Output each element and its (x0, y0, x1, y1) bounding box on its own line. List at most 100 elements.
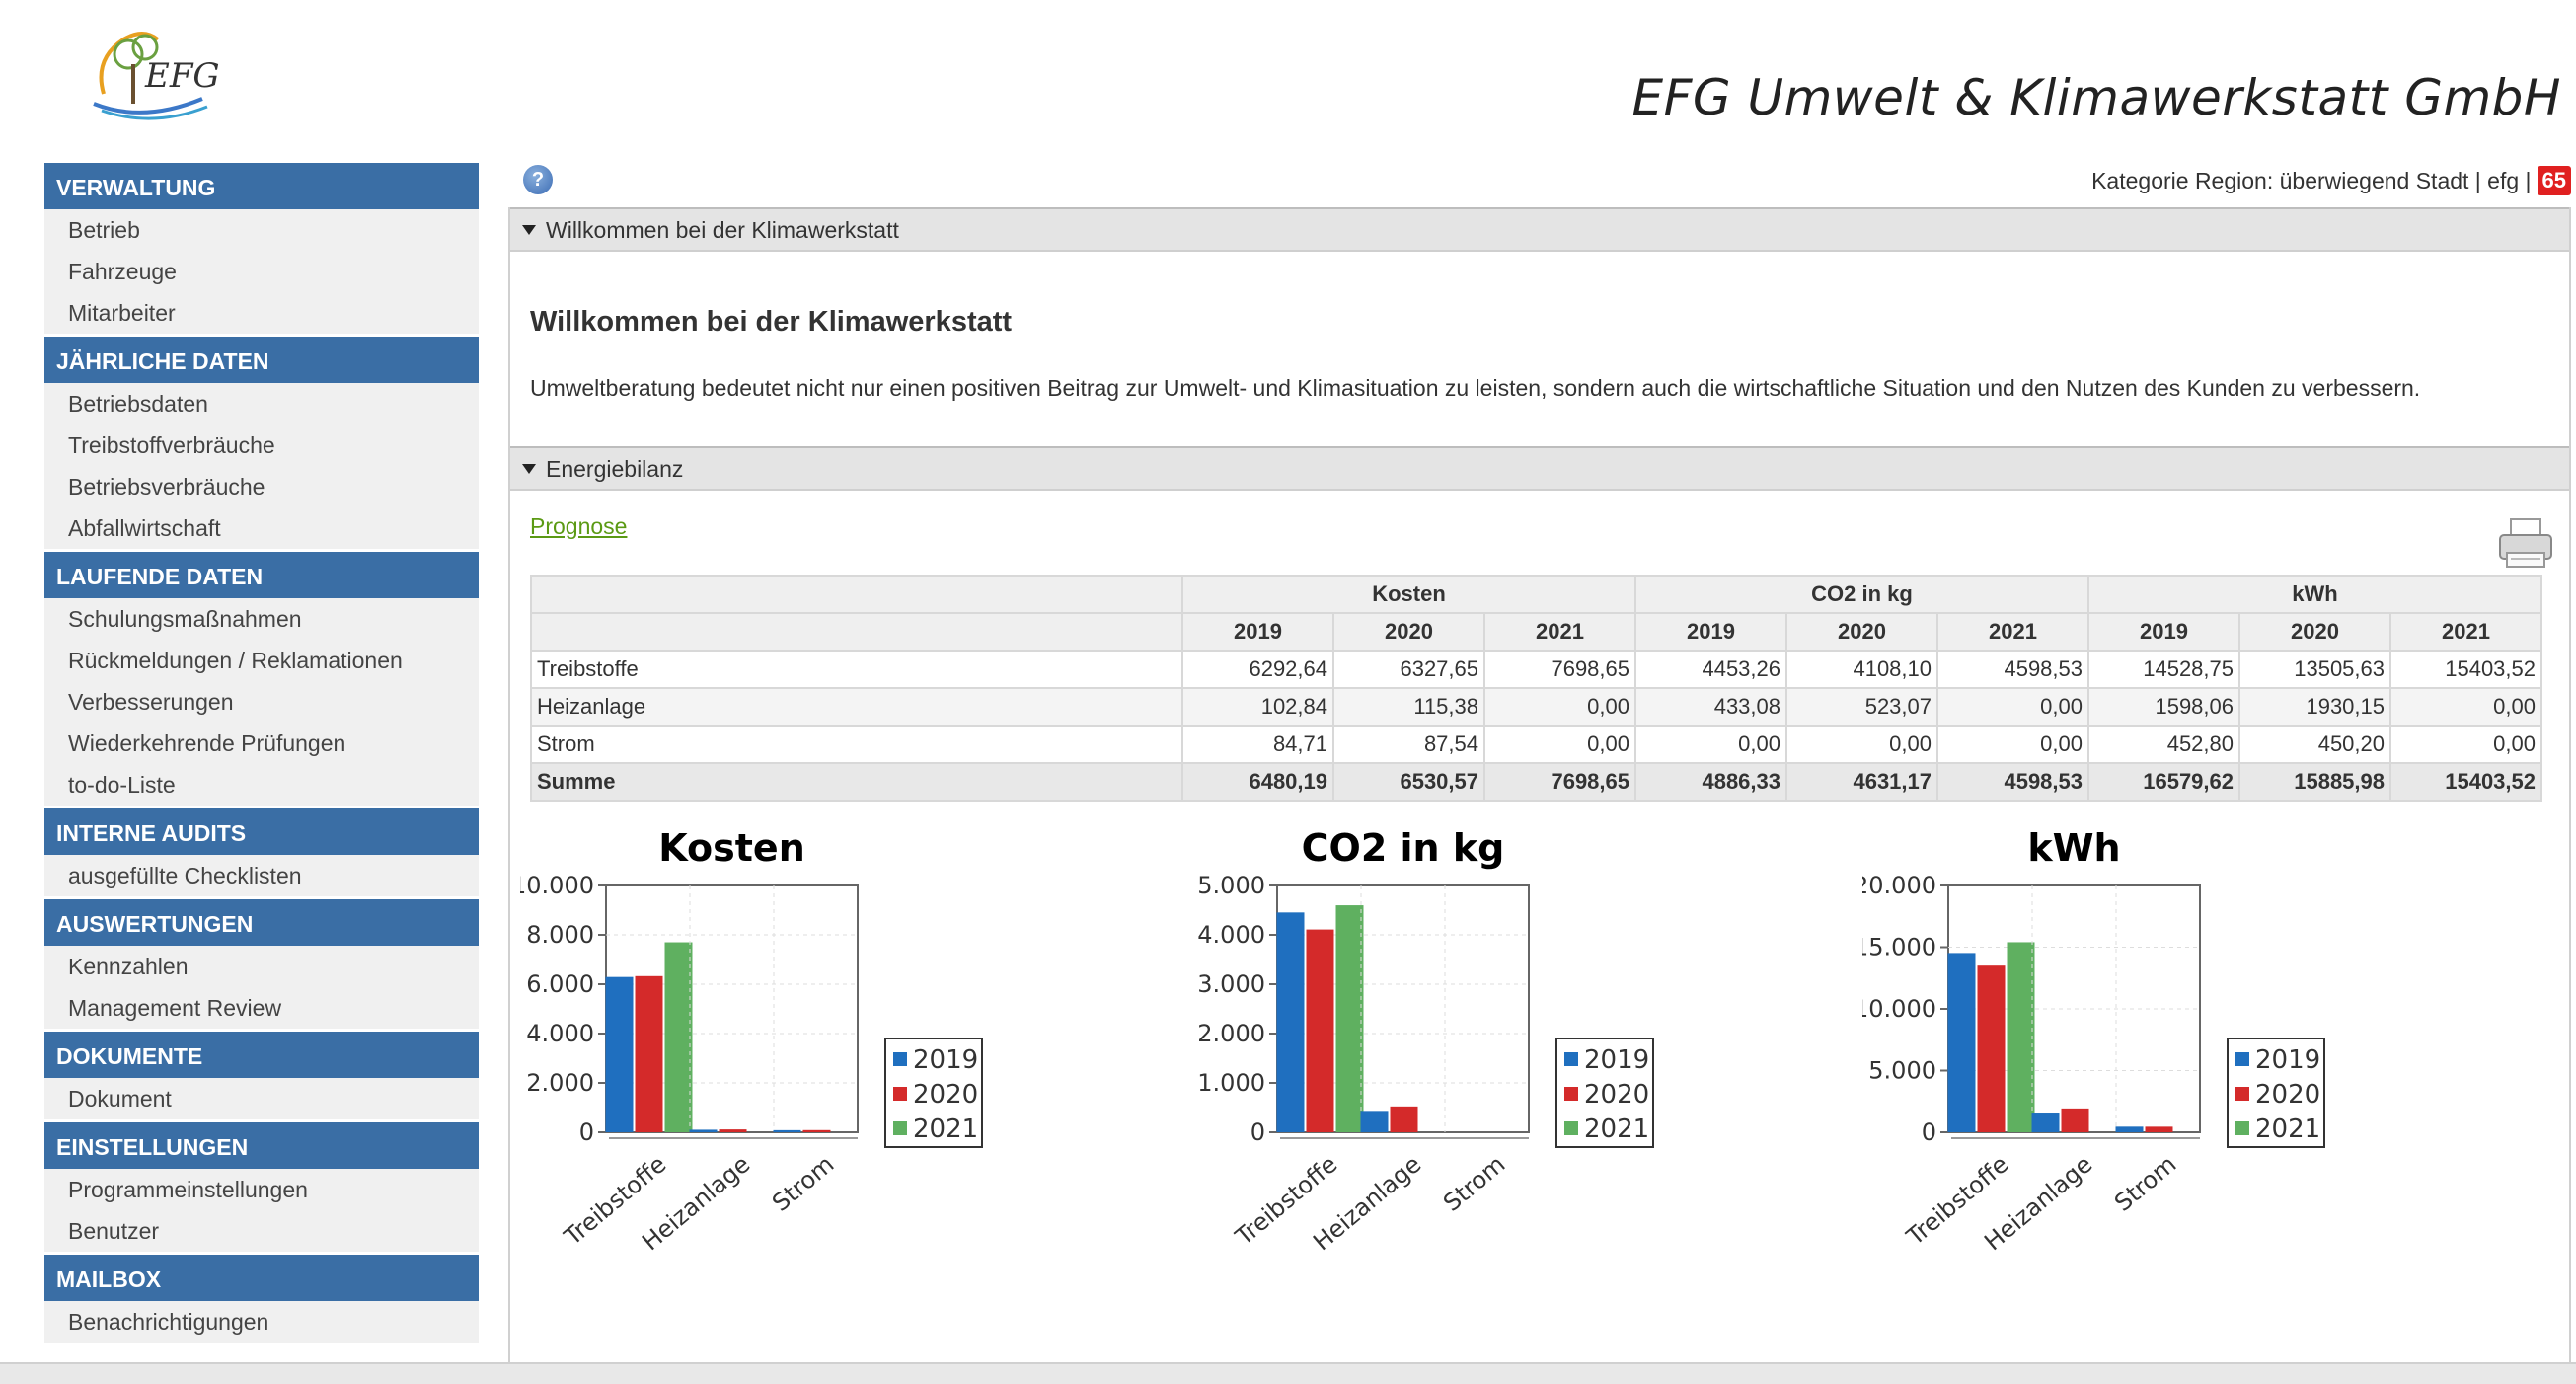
table-row: Heizanlage 102,84 115,38 0,00 433,08 523,07 0,… (530, 687, 2542, 727)
legend-label: 2020 (2255, 1080, 2320, 1110)
bar-2020 (1977, 965, 2006, 1132)
topbar-info: Kategorie Region: überwiegend Stadt | ef… (2091, 166, 2571, 195)
sidebar-section-header[interactable]: LAUFENDE DATEN (44, 552, 479, 598)
legend-label: 2019 (1584, 1045, 1649, 1075)
company-name: EFG Umwelt & Klimawerkstatt GmbH (1631, 69, 2561, 126)
chart-title: Kosten (658, 826, 805, 870)
table-cell: 450,20 (2238, 725, 2391, 764)
main-content: ? Kategorie Region: überwiegend Stadt | … (508, 148, 2576, 1362)
sidebar-item[interactable]: Wiederkehrende Prüfungen (44, 723, 479, 764)
table-group-header: Kosten (1181, 575, 1636, 614)
chart-kosten: Kosten02.0004.0006.0008.00010.000Treibst… (511, 821, 1191, 1335)
table-cell: 14528,75 (2087, 650, 2240, 689)
legend-swatch (1564, 1121, 1578, 1135)
chart-co2: CO2 in kg 0 1.000 2.000 3.000 4.000 5.000 Treib… (1191, 821, 1862, 1335)
table-cell: 0,00 (2389, 687, 2542, 727)
bar-2020 (2145, 1126, 2173, 1132)
sidebar-section-header[interactable]: VERWALTUNG (44, 163, 479, 209)
bar-2021 (2007, 942, 2035, 1132)
y-tick-label: 1.000 (1197, 1069, 1265, 1097)
table-cell: 15403,52 (2389, 762, 2542, 802)
table-cell: 7698,65 (1483, 762, 1636, 802)
legend-label: 2020 (913, 1080, 978, 1110)
table-cell: 7698,65 (1483, 650, 1636, 689)
table-cell: 102,84 (1181, 687, 1334, 727)
welcome-panel-header[interactable]: Willkommen bei der Klimawerkstatt (510, 207, 2569, 252)
sidebar-item[interactable]: Management Review (44, 987, 479, 1029)
y-tick-label: 0 (579, 1118, 594, 1146)
chart-title: CO2 in kg (1302, 826, 1505, 870)
legend-swatch (2235, 1087, 2249, 1101)
sidebar-item[interactable]: Kennzahlen (44, 946, 479, 987)
sidebar-item[interactable]: Dokument (44, 1078, 479, 1119)
sidebar-item[interactable]: Verbesserungen (44, 681, 479, 723)
table-cell: 1930,15 (2238, 687, 2391, 727)
header: EFG EFG Umwelt & Klimawerkstatt GmbH (0, 0, 2576, 158)
sidebar-section-header[interactable]: INTERNE AUDITS (44, 808, 479, 855)
sidebar-item[interactable]: ausgefüllte Checklisten (44, 855, 479, 896)
legend-swatch (2235, 1052, 2249, 1066)
welcome-title: Willkommen bei der Klimawerkstatt (530, 306, 1013, 338)
legend-label: 2019 (2255, 1045, 2320, 1075)
question-icon[interactable]: ? (523, 165, 553, 194)
sidebar-item[interactable]: Mitarbeiter (44, 292, 479, 334)
table-cell: 6530,57 (1332, 762, 1485, 802)
table-cell: 4631,17 (1785, 762, 1938, 802)
table-group-header: CO2 in kg (1634, 575, 2089, 614)
sidebar-section-header[interactable]: EINSTELLUNGEN (44, 1122, 479, 1169)
sidebar-section-header[interactable]: JÄHRLICHE DATEN (44, 337, 479, 383)
table-cell: 87,54 (1332, 725, 1485, 764)
table-year-header: 2020 (2238, 612, 2391, 652)
bar-2019 (2115, 1126, 2144, 1132)
bar-2019 (1947, 953, 1976, 1132)
table-cell: 16579,62 (2087, 762, 2240, 802)
y-tick-label: 8.000 (526, 921, 594, 949)
sidebar-item[interactable]: Betriebsverbräuche (44, 466, 479, 507)
bar-2019 (1276, 912, 1305, 1132)
y-tick-label: 3.000 (1197, 970, 1265, 998)
y-tick-label: 5.000 (1868, 1057, 1936, 1085)
table-year-header: 2020 (1785, 612, 1938, 652)
sidebar-section-header[interactable]: MAILBOX (44, 1255, 479, 1301)
y-tick-label: 4.000 (1197, 921, 1265, 949)
notification-badge[interactable]: 65 (2537, 166, 2571, 195)
sidebar-item[interactable]: Treibstoffverbräuche (44, 424, 479, 466)
company-logo[interactable]: EFG (84, 20, 242, 128)
sidebar-item[interactable]: Betriebsdaten (44, 383, 479, 424)
bar-2019 (2031, 1113, 2060, 1132)
sidebar-section-header[interactable]: AUSWERTUNGEN (44, 899, 479, 946)
legend-label: 2020 (1584, 1080, 1649, 1110)
welcome-text: Umweltberatung bedeutet nicht nur einen … (530, 375, 2421, 401)
sidebar-item[interactable]: Abfallwirtschaft (44, 507, 479, 549)
printer-icon[interactable] (2497, 515, 2554, 571)
energy-table: Kosten CO2 in kg kWh 2019 2020 2021 2019 202… (530, 575, 2542, 802)
table-year-header-row: 2019 2020 2021 2019 2020 2021 2019 2020 2021 (530, 612, 2542, 652)
y-tick-label: 2.000 (526, 1069, 594, 1097)
x-tick-label: Strom (767, 1150, 839, 1217)
bar-2020 (635, 975, 663, 1132)
sidebar-item[interactable]: Rückmeldungen / Reklamationen (44, 640, 479, 681)
table-year-header: 2019 (1634, 612, 1787, 652)
legend-swatch (893, 1121, 907, 1135)
sidebar-item[interactable]: Benutzer (44, 1210, 479, 1252)
table-year-header: 2020 (1332, 612, 1485, 652)
sidebar-item[interactable]: Fahrzeuge (44, 251, 479, 292)
legend-label: 2021 (2255, 1115, 2320, 1144)
sidebar-item[interactable]: Schulungsmaßnahmen (44, 598, 479, 640)
bar-2019 (689, 1129, 718, 1132)
energy-panel-header[interactable]: Energiebilanz (510, 446, 2569, 491)
table-cell: 4886,33 (1634, 762, 1787, 802)
sidebar-item[interactable]: Programmeinstellungen (44, 1169, 479, 1210)
table-corner-cell (530, 612, 1183, 652)
sidebar-item[interactable]: to-do-Liste (44, 764, 479, 806)
sidebar-item[interactable]: Betrieb (44, 209, 479, 251)
table-year-header: 2021 (1936, 612, 2089, 652)
bottom-bar (0, 1362, 2576, 1384)
sidebar-section-header[interactable]: DOKUMENTE (44, 1032, 479, 1078)
table-cell: 452,80 (2087, 725, 2240, 764)
table-cell: 1598,06 (2087, 687, 2240, 727)
legend-label: 2021 (1584, 1115, 1649, 1144)
sidebar-item[interactable]: Benachrichtigungen (44, 1301, 479, 1343)
row-label: Treibstoffe (530, 650, 1183, 689)
prognose-link[interactable]: Prognose (530, 513, 628, 539)
